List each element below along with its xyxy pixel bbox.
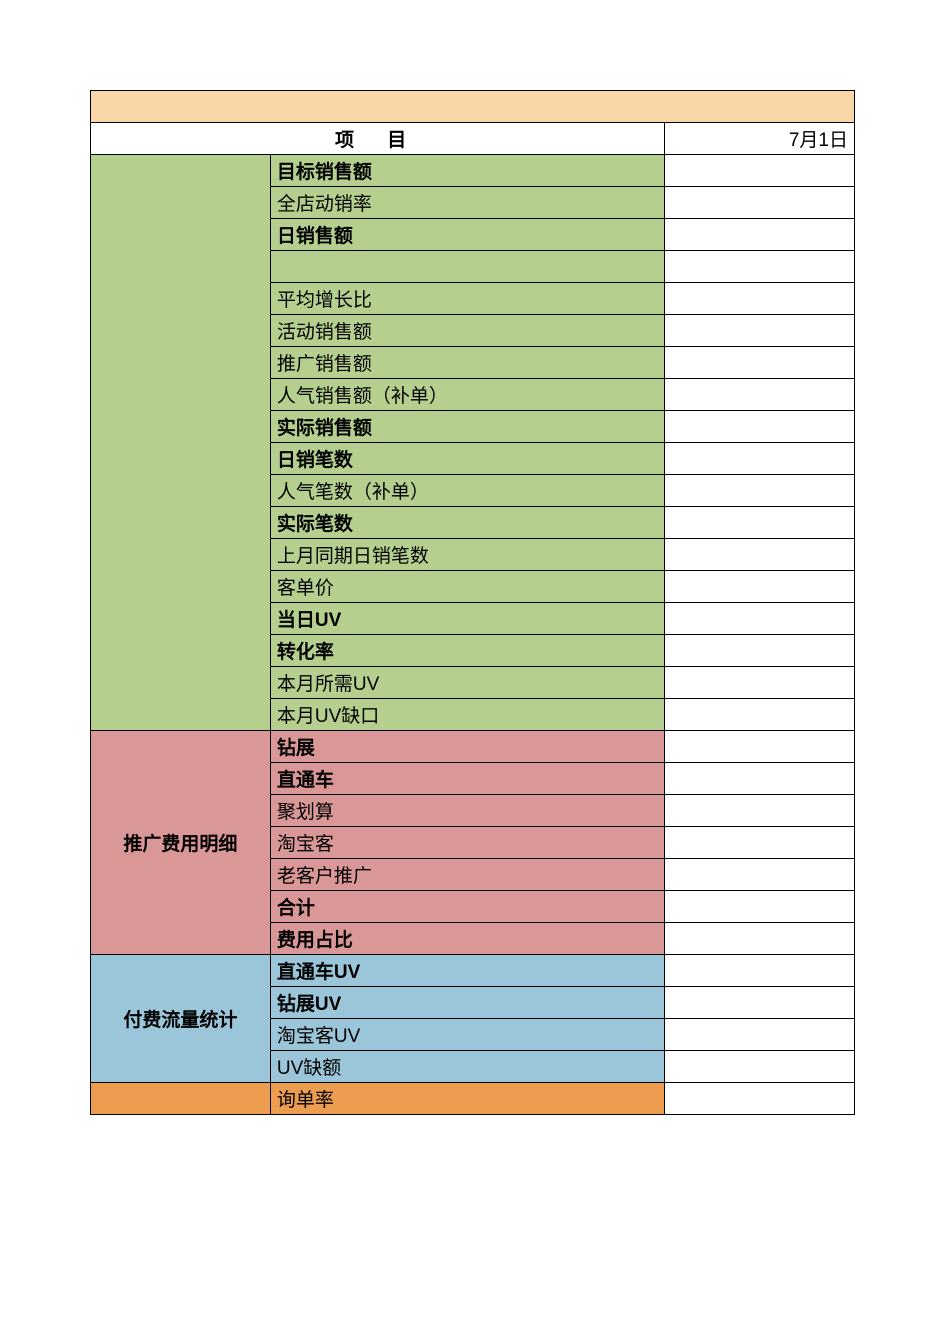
item-label: 活动销售额 bbox=[270, 315, 664, 347]
value-cell[interactable] bbox=[665, 539, 855, 571]
banner-cell bbox=[91, 91, 855, 123]
item-label: 推广销售额 bbox=[270, 347, 664, 379]
value-cell[interactable] bbox=[665, 379, 855, 411]
item-label: 人气销售额（补单） bbox=[270, 379, 664, 411]
value-cell[interactable] bbox=[665, 923, 855, 955]
value-cell[interactable] bbox=[665, 571, 855, 603]
value-cell[interactable] bbox=[665, 891, 855, 923]
value-cell[interactable] bbox=[665, 635, 855, 667]
value-cell[interactable] bbox=[665, 411, 855, 443]
value-cell[interactable] bbox=[665, 155, 855, 187]
item-label: 上月同期日销笔数 bbox=[270, 539, 664, 571]
item-label: 转化率 bbox=[270, 635, 664, 667]
category-cell-green bbox=[91, 155, 271, 731]
value-cell[interactable] bbox=[665, 475, 855, 507]
item-label: 费用占比 bbox=[270, 923, 664, 955]
item-label: 目标销售额 bbox=[270, 155, 664, 187]
item-label: 钻展UV bbox=[270, 987, 664, 1019]
value-cell[interactable] bbox=[665, 763, 855, 795]
item-label: 日销笔数 bbox=[270, 443, 664, 475]
value-cell[interactable] bbox=[665, 507, 855, 539]
value-cell[interactable] bbox=[665, 283, 855, 315]
header-row: 项 目 7月1日 bbox=[91, 123, 855, 155]
item-label: 询单率 bbox=[270, 1083, 664, 1115]
value-cell[interactable] bbox=[665, 859, 855, 891]
value-cell[interactable] bbox=[665, 443, 855, 475]
item-label: UV缺额 bbox=[270, 1051, 664, 1083]
item-label: 平均增长比 bbox=[270, 283, 664, 315]
item-label bbox=[270, 251, 664, 283]
item-label: 合计 bbox=[270, 891, 664, 923]
item-label: 全店动销率 bbox=[270, 187, 664, 219]
value-cell[interactable] bbox=[665, 955, 855, 987]
category-cell-pink: 推广费用明细 bbox=[91, 731, 271, 955]
value-cell[interactable] bbox=[665, 987, 855, 1019]
value-cell[interactable] bbox=[665, 667, 855, 699]
item-label: 聚划算 bbox=[270, 795, 664, 827]
value-cell[interactable] bbox=[665, 795, 855, 827]
item-label: 当日UV bbox=[270, 603, 664, 635]
item-label: 钻展 bbox=[270, 731, 664, 763]
value-cell[interactable] bbox=[665, 827, 855, 859]
header-project: 项 目 bbox=[91, 123, 665, 155]
value-cell[interactable] bbox=[665, 603, 855, 635]
table-row: 目标销售额 bbox=[91, 155, 855, 187]
banner-row bbox=[91, 91, 855, 123]
category-cell-orange bbox=[91, 1083, 271, 1115]
table-row: 询单率 bbox=[91, 1083, 855, 1115]
metrics-table: 项 目 7月1日 目标销售额全店动销率日销售额平均增长比活动销售额推广销售额人气… bbox=[90, 90, 855, 1115]
value-cell[interactable] bbox=[665, 219, 855, 251]
item-label: 直通车UV bbox=[270, 955, 664, 987]
item-label: 淘宝客 bbox=[270, 827, 664, 859]
item-label: 客单价 bbox=[270, 571, 664, 603]
table-row: 付费流量统计直通车UV bbox=[91, 955, 855, 987]
item-label: 实际笔数 bbox=[270, 507, 664, 539]
value-cell[interactable] bbox=[665, 1083, 855, 1115]
item-label: 本月UV缺口 bbox=[270, 699, 664, 731]
value-cell[interactable] bbox=[665, 1019, 855, 1051]
item-label: 淘宝客UV bbox=[270, 1019, 664, 1051]
value-cell[interactable] bbox=[665, 251, 855, 283]
value-cell[interactable] bbox=[665, 699, 855, 731]
category-cell-blue: 付费流量统计 bbox=[91, 955, 271, 1083]
header-date: 7月1日 bbox=[665, 123, 855, 155]
item-label: 直通车 bbox=[270, 763, 664, 795]
item-label: 本月所需UV bbox=[270, 667, 664, 699]
value-cell[interactable] bbox=[665, 731, 855, 763]
item-label: 实际销售额 bbox=[270, 411, 664, 443]
item-label: 人气笔数（补单） bbox=[270, 475, 664, 507]
table-row: 推广费用明细钻展 bbox=[91, 731, 855, 763]
value-cell[interactable] bbox=[665, 1051, 855, 1083]
value-cell[interactable] bbox=[665, 315, 855, 347]
item-label: 日销售额 bbox=[270, 219, 664, 251]
value-cell[interactable] bbox=[665, 187, 855, 219]
item-label: 老客户推广 bbox=[270, 859, 664, 891]
value-cell[interactable] bbox=[665, 347, 855, 379]
